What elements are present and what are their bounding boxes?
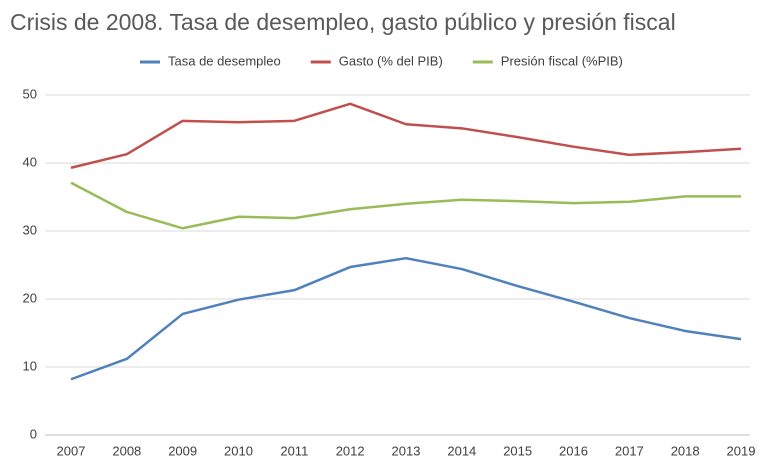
- legend-label: Gasto (% del PIB): [339, 53, 443, 68]
- x-tick-label: 2018: [671, 443, 700, 457]
- x-tick-label: 2007: [57, 443, 86, 457]
- x-tick-label: 2010: [224, 443, 253, 457]
- x-tick-label: 2008: [112, 443, 141, 457]
- y-tick-label: 30: [23, 222, 37, 237]
- chart-title: Crisis de 2008. Tasa de desempleo, gasto…: [10, 9, 676, 35]
- line: [70, 181, 741, 230]
- x-tick-label: 2016: [559, 443, 588, 457]
- legend-label: Tasa de desempleo: [168, 53, 281, 68]
- line: [70, 102, 742, 169]
- x-tick-label: 2009: [168, 443, 197, 457]
- y-tick-label: 0: [30, 426, 37, 441]
- x-tick-label: 2019: [727, 443, 756, 457]
- line: [70, 256, 742, 381]
- x-tick-label: 2013: [392, 443, 421, 457]
- x-tick-label: 2012: [336, 443, 365, 457]
- x-tick-label: 2014: [447, 443, 476, 457]
- y-tick-label: 50: [23, 86, 37, 101]
- legend-label: Presión fiscal (%PIB): [501, 53, 623, 68]
- y-tick-label: 10: [23, 358, 37, 373]
- y-tick-label: 20: [23, 290, 37, 305]
- x-tick-label: 2015: [503, 443, 532, 457]
- y-tick-label: 40: [23, 154, 37, 169]
- x-tick-label: 2011: [280, 443, 308, 457]
- x-tick-label: 2017: [615, 443, 644, 457]
